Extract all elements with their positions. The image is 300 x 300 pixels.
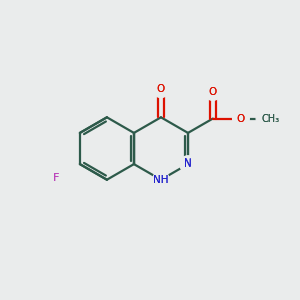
Text: O: O [237,114,245,124]
Text: O: O [157,84,165,94]
Text: N: N [184,158,192,168]
Text: F: F [53,173,59,183]
Text: F: F [53,173,59,183]
Text: N: N [184,159,192,169]
Circle shape [153,171,169,188]
Circle shape [153,81,169,98]
Circle shape [180,156,196,172]
Circle shape [256,109,275,128]
Text: O: O [209,87,217,97]
Text: O: O [157,84,165,94]
Text: NH: NH [153,175,169,185]
Text: NH: NH [153,175,169,185]
Text: O: O [237,114,245,124]
Circle shape [205,84,221,100]
Circle shape [48,169,64,186]
Text: CH₃: CH₃ [261,114,279,124]
Circle shape [232,110,249,127]
Text: CH₃: CH₃ [261,114,279,124]
Text: O: O [209,87,217,97]
